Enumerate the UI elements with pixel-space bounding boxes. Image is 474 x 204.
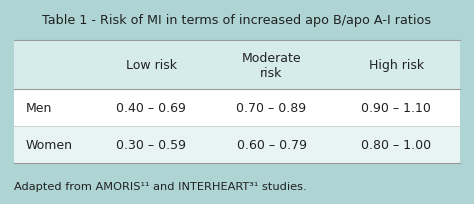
Text: Table 1 - Risk of MI in terms of increased apo B/apo A-I ratios: Table 1 - Risk of MI in terms of increas… [43,14,431,27]
Text: 0.80 – 1.00: 0.80 – 1.00 [361,138,431,151]
Bar [14,126,460,163]
Text: High risk: High risk [369,59,424,72]
Text: Moderate
risk: Moderate risk [242,51,301,79]
Text: Adapted from AMORIS¹¹ and INTERHEART³¹ studies.: Adapted from AMORIS¹¹ and INTERHEART³¹ s… [14,182,307,192]
Text: 0.60 – 0.79: 0.60 – 0.79 [237,138,307,151]
Text: Women: Women [26,138,73,151]
Text: 0.30 – 0.59: 0.30 – 0.59 [116,138,186,151]
Text: Low risk: Low risk [126,59,177,72]
Bar [14,41,460,163]
Text: 0.70 – 0.89: 0.70 – 0.89 [237,102,307,115]
Text: 0.90 – 1.10: 0.90 – 1.10 [361,102,431,115]
Bar [14,90,460,126]
Text: Men: Men [26,102,53,115]
Text: 0.40 – 0.69: 0.40 – 0.69 [116,102,186,115]
Bar [14,41,460,90]
